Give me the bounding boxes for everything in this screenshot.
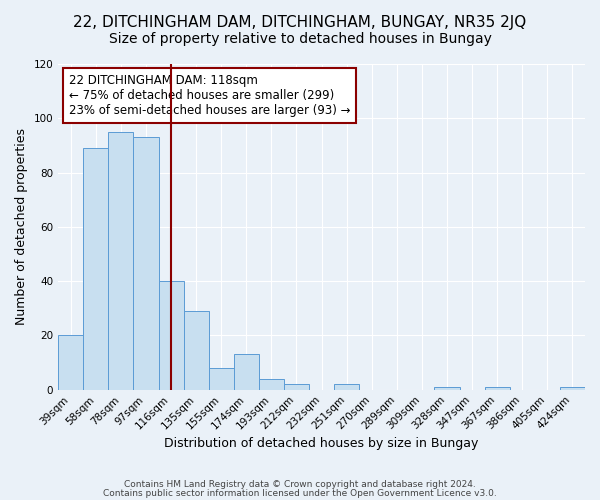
Bar (334, 384, 359, 390)
Bar (259, 379, 284, 390)
Y-axis label: Number of detached properties: Number of detached properties (15, 128, 28, 326)
Bar (234, 354, 259, 390)
Bar (133, 138, 158, 390)
Bar (485, 387, 510, 390)
Text: Size of property relative to detached houses in Bungay: Size of property relative to detached ho… (109, 32, 491, 46)
Bar (434, 387, 460, 390)
Bar (158, 281, 184, 390)
Bar (109, 132, 133, 390)
Bar (560, 387, 585, 390)
Bar (58, 336, 83, 390)
Bar (209, 368, 234, 390)
Bar (83, 148, 109, 390)
Text: Contains HM Land Registry data © Crown copyright and database right 2024.: Contains HM Land Registry data © Crown c… (124, 480, 476, 489)
Bar (184, 311, 209, 390)
Text: Contains public sector information licensed under the Open Government Licence v3: Contains public sector information licen… (103, 489, 497, 498)
Bar (284, 384, 309, 390)
X-axis label: Distribution of detached houses by size in Bungay: Distribution of detached houses by size … (164, 437, 479, 450)
Text: 22 DITCHINGHAM DAM: 118sqm
← 75% of detached houses are smaller (299)
23% of sem: 22 DITCHINGHAM DAM: 118sqm ← 75% of deta… (69, 74, 350, 117)
Text: 22, DITCHINGHAM DAM, DITCHINGHAM, BUNGAY, NR35 2JQ: 22, DITCHINGHAM DAM, DITCHINGHAM, BUNGAY… (73, 15, 527, 30)
